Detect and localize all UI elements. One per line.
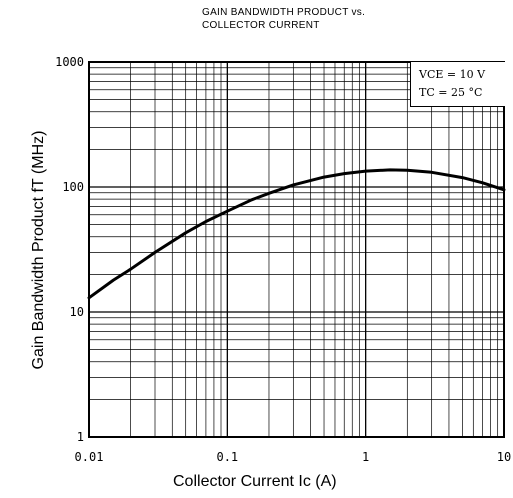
x-axis-label: Collector Current Ic (A) <box>173 473 337 490</box>
y-tick-label: 100 <box>62 180 84 194</box>
condition-tc: TC = 25 °C <box>419 86 483 99</box>
y-axis-label: Gain Bandwidth Product fT (MHz) <box>30 130 47 370</box>
conditions-box: VCE = 10 V TC = 25 °C <box>410 62 505 107</box>
x-tick-label: 1 <box>362 450 369 464</box>
condition-vce: VCE = 10 V <box>419 68 486 81</box>
chart-title-line2: COLLECTOR CURRENT <box>202 20 320 31</box>
x-tick-label: 10 <box>497 450 511 464</box>
chart-title-line1: GAIN BANDWIDTH PRODUCT vs. <box>202 7 366 18</box>
x-tick-label: 0.01 <box>75 450 104 464</box>
y-tick-label: 1000 <box>55 55 84 69</box>
plot-frame <box>88 61 505 438</box>
data-series-line <box>87 168 506 300</box>
y-tick-label: 10 <box>70 305 84 319</box>
x-tick-label: 0.1 <box>216 450 238 464</box>
y-tick-label: 1 <box>77 430 84 444</box>
